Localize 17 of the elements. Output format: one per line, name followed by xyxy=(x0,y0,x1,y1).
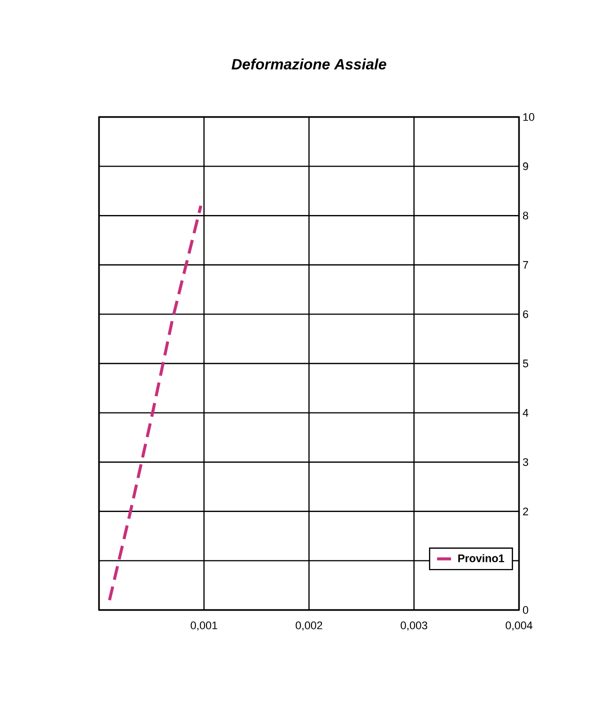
y-tick-label: 10 xyxy=(523,113,534,121)
y-tick-label: 0 xyxy=(522,606,528,614)
y-tick-label: 5 xyxy=(522,360,528,368)
y-tick-label: 7 xyxy=(523,261,528,269)
y-tick-label: 8 xyxy=(522,212,528,220)
x-tick-label: 0,003 xyxy=(400,622,428,631)
legend-label: Provino1 xyxy=(458,554,504,562)
x-tick-label: 0,001 xyxy=(190,622,218,631)
chart-title: Deformazione Assiale xyxy=(232,58,386,70)
y-tick-label: 4 xyxy=(522,409,528,417)
y-tick-label: 9 xyxy=(523,162,528,170)
y-tick-label: 6 xyxy=(523,310,528,318)
line-series xyxy=(108,204,202,602)
x-tick-label: 0,002 xyxy=(296,622,322,631)
y-tick-label: 2 xyxy=(523,508,528,516)
y-tick-label: 3 xyxy=(522,458,528,466)
x-tick-label: 0,004 xyxy=(506,622,532,631)
